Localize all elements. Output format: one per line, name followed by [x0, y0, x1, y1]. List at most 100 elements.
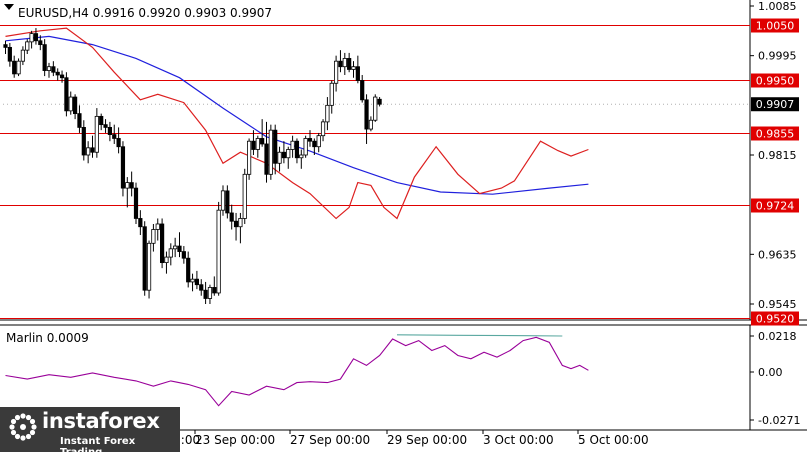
level-label: 0.9855 [756, 128, 795, 141]
candle-body [242, 173, 247, 219]
candle-body [342, 58, 347, 68]
candle-body [246, 140, 252, 175]
candle-body [20, 49, 26, 62]
marlin-signal-line [396, 334, 563, 337]
candle [73, 94, 78, 120]
candle-body [229, 212, 234, 222]
logo-dot [10, 429, 17, 436]
candle [268, 124, 273, 180]
candle [59, 70, 65, 83]
candle [155, 218, 160, 241]
chart-menu-arrow-icon[interactable] [4, 4, 14, 10]
candle [225, 185, 230, 219]
candle [255, 135, 260, 158]
candle-body [255, 138, 260, 150]
candle-body [90, 147, 95, 153]
osc-y-tick-label: 0.00 [758, 366, 783, 379]
candle [199, 279, 204, 296]
candle [64, 72, 69, 117]
candle [242, 168, 247, 224]
candle [68, 91, 73, 115]
candle-body [216, 209, 221, 294]
candle [46, 62, 52, 78]
candle [120, 141, 126, 197]
candle-body [364, 99, 369, 130]
candle [316, 132, 321, 153]
candle [51, 61, 56, 77]
candle-body [16, 60, 21, 75]
indicator-label: Marlin 0.0009 [6, 331, 89, 345]
instaforex-watermark: instaforex Instant Forex Trading [0, 407, 180, 458]
candle [281, 141, 287, 164]
level-label-box [751, 198, 799, 213]
logo-dot [29, 429, 36, 436]
candle [312, 138, 317, 155]
candle-body [303, 138, 308, 156]
candle [212, 276, 217, 296]
candle-body [103, 124, 108, 128]
candle [290, 135, 295, 158]
x-tick-label: 5 Oct 00:00 [578, 433, 649, 447]
level-label: 0.9520 [756, 313, 795, 326]
candle-body [294, 140, 300, 159]
candle [164, 251, 169, 274]
logo-dot [10, 418, 17, 425]
candle [364, 94, 369, 144]
level-label-box [751, 126, 799, 141]
candle [277, 146, 282, 172]
candle-body [251, 140, 256, 150]
candle-body [168, 248, 173, 258]
chart-header: EURUSD,H4 0.9916 0.9920 0.9903 0.9907 [18, 6, 272, 20]
candle [99, 113, 104, 131]
candle-body [99, 115, 104, 126]
candle-body [194, 278, 199, 286]
candle-body [151, 229, 156, 244]
candle [159, 218, 165, 269]
candle-body [86, 147, 91, 156]
candle-body [316, 135, 321, 148]
candle [42, 39, 47, 77]
candle [351, 61, 356, 78]
level-label: 0.9724 [756, 200, 795, 213]
candle-body [116, 138, 121, 148]
x-tick-label: 3 Oct 00:00 [483, 433, 554, 447]
candle [129, 171, 134, 197]
logo-dot [20, 435, 26, 441]
candle [286, 146, 291, 169]
candle [12, 55, 17, 78]
candle-body [120, 146, 126, 189]
watermark-subtitle: Instant Forex Trading [60, 436, 136, 458]
candle-body [351, 66, 356, 70]
candle [325, 97, 330, 131]
candle [16, 58, 21, 77]
candle [7, 42, 12, 67]
candle [238, 212, 243, 244]
candle [3, 40, 8, 55]
candle-body [207, 287, 213, 299]
candle [94, 108, 99, 158]
candle-body [199, 284, 204, 291]
candle-body [264, 143, 269, 175]
current-price-label: 0.9907 [756, 98, 795, 111]
candle [142, 221, 147, 296]
candle-body [329, 82, 334, 106]
candle-body [260, 138, 265, 145]
candle [181, 246, 186, 264]
candle [338, 50, 343, 73]
candle-body [347, 58, 352, 70]
candle-body [81, 127, 86, 156]
candle-body [33, 33, 39, 42]
candle-body [73, 96, 78, 115]
candle [112, 124, 117, 144]
candle [86, 141, 91, 164]
candle-body [281, 151, 287, 159]
candle-body [59, 74, 65, 79]
candle-body [373, 96, 378, 121]
candle-body [286, 149, 291, 159]
candle-body [320, 121, 326, 137]
x-tick-label: 29 Sep 00:00 [387, 433, 467, 447]
logo-dot [20, 413, 26, 419]
candle-body [77, 113, 82, 128]
candle-body [377, 98, 382, 105]
